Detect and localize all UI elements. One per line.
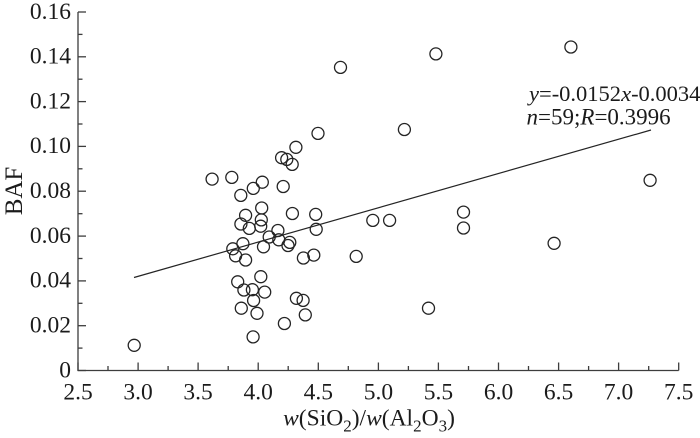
svg-text:2.5: 2.5 [63,379,92,405]
svg-text:0.14: 0.14 [30,44,71,70]
svg-text:0.10: 0.10 [30,133,71,159]
svg-text:y=-0.0152x-0.0034: y=-0.0152x-0.0034 [527,81,700,106]
svg-text:0.12: 0.12 [30,88,71,114]
svg-text:6.5: 6.5 [544,379,573,405]
svg-text:6.0: 6.0 [484,379,513,405]
svg-text:4.0: 4.0 [244,379,273,405]
svg-text:5.0: 5.0 [364,379,393,405]
svg-text:4.5: 4.5 [304,379,333,405]
svg-text:3.0: 3.0 [123,379,152,405]
svg-text:0.06: 0.06 [30,223,71,249]
svg-text:7.5: 7.5 [664,379,693,405]
svg-text:0.08: 0.08 [30,178,71,204]
svg-text:7.0: 7.0 [604,379,633,405]
svg-text:3.5: 3.5 [183,379,212,405]
svg-text:w(SiO2)/w(Al2O3): w(SiO2)/w(Al2O3) [283,405,455,433]
svg-text:0.04: 0.04 [30,268,71,294]
svg-text:BAF: BAF [1,167,28,216]
svg-text:5.5: 5.5 [424,379,453,405]
svg-text:0.16: 0.16 [30,0,71,25]
svg-text:n=59;R=0.3996: n=59;R=0.3996 [527,105,671,130]
svg-text:0.02: 0.02 [30,313,71,339]
svg-text:0: 0 [59,357,71,383]
